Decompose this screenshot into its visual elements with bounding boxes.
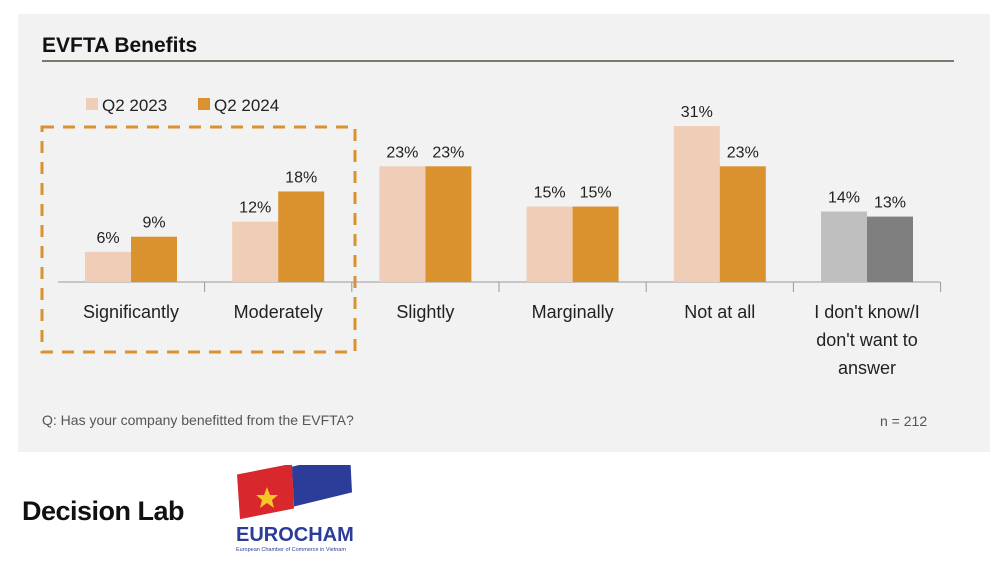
decision-lab-logo: Decision Lab <box>22 496 185 526</box>
category-label: answer <box>838 358 896 378</box>
bar-q2-2024 <box>867 216 913 282</box>
data-label: 15% <box>534 185 566 202</box>
svg-text:European Chamber of Commerce i: European Chamber of Commerce in Vietnam <box>236 547 346 553</box>
category-label: don't want to <box>816 330 918 350</box>
bar-chart: 6% 9% Significantly 12% 18% Moderately 23% 23% S… <box>40 96 942 378</box>
data-label: 18% <box>285 169 317 186</box>
bar-q2-2023 <box>85 251 131 282</box>
bar-q2-2024 <box>719 166 766 282</box>
bar-q2-2024 <box>425 166 472 282</box>
category-label: Not at all <box>684 302 755 322</box>
data-label: 23% <box>432 144 464 161</box>
bar-q2-2024 <box>131 236 177 282</box>
highlight-box <box>40 125 357 354</box>
legend-label: Q2 2023 <box>102 96 167 115</box>
sample-size: n = 212 <box>880 413 928 429</box>
flag-brush-icon <box>237 465 352 520</box>
bar-q2-2023 <box>821 211 867 282</box>
bar-q2-2023 <box>673 126 720 282</box>
chart-title: EVFTA Benefits <box>42 34 198 57</box>
title-divider <box>42 60 954 62</box>
bar-q2-2023 <box>526 206 573 282</box>
data-label: 12% <box>239 200 271 217</box>
legend-swatch <box>86 98 98 110</box>
category-label: Marginally <box>532 302 614 322</box>
data-label: 13% <box>874 195 906 212</box>
bar-q2-2024 <box>278 191 325 282</box>
legend-swatch <box>198 98 210 110</box>
category-label: Slightly <box>396 302 454 322</box>
bar-q2-2023 <box>232 221 279 282</box>
category-label: Moderately <box>234 302 323 322</box>
data-label: 23% <box>386 144 418 161</box>
category-label: Significantly <box>83 302 179 322</box>
category-label: I don't know/I <box>814 302 920 322</box>
bar-q2-2024 <box>572 206 619 282</box>
data-label: 15% <box>580 185 612 202</box>
eurocham-logo: EUROCHAM European Chamber of Commerce in… <box>236 465 354 553</box>
data-label: 9% <box>142 215 165 232</box>
svg-text:EUROCHAM: EUROCHAM <box>236 524 354 546</box>
bar-q2-2023 <box>379 166 426 282</box>
data-label: 6% <box>96 230 119 247</box>
legend-label: Q2 2024 <box>214 96 279 115</box>
data-label: 23% <box>727 144 759 161</box>
data-label: 31% <box>681 104 713 121</box>
survey-question: Q: Has your company benefitted from the … <box>42 412 354 428</box>
data-label: 14% <box>828 190 860 207</box>
